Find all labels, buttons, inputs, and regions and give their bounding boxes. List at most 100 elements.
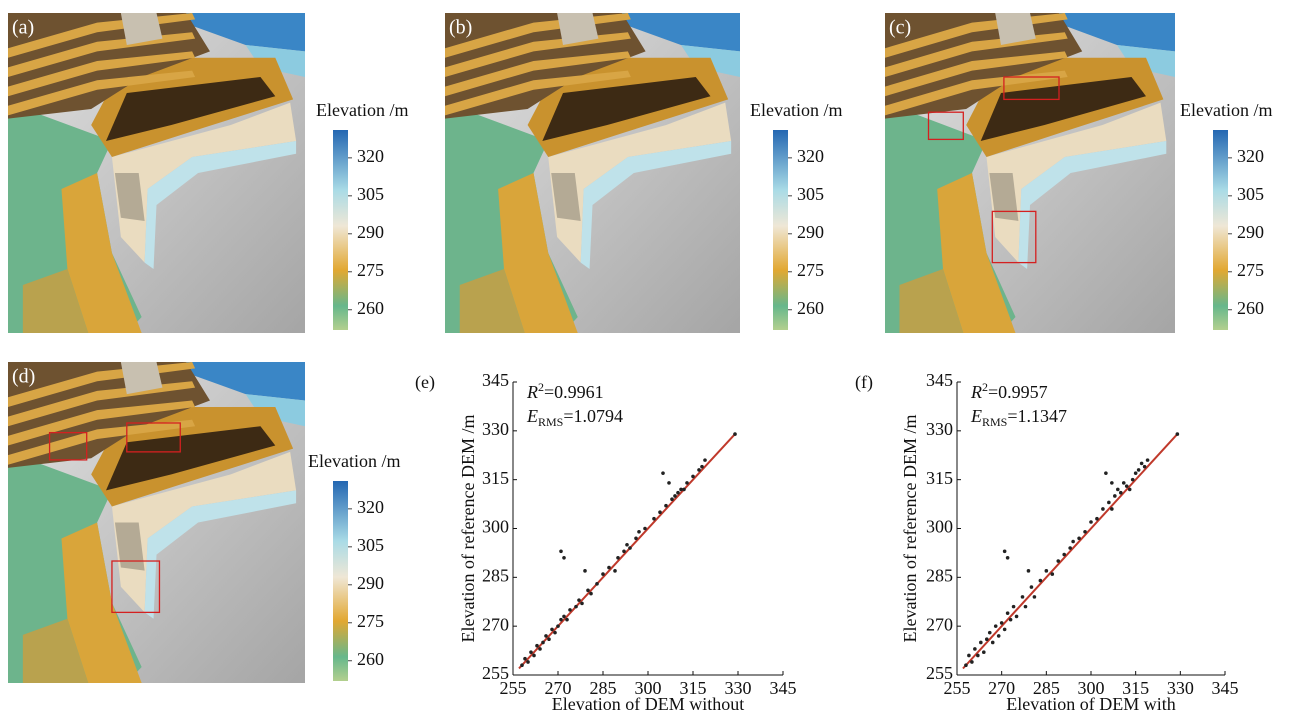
- point: [1104, 471, 1108, 475]
- point: [1026, 569, 1031, 573]
- colorbar-tick-label: 320: [357, 497, 384, 517]
- point: [1130, 477, 1135, 482]
- point: [1133, 471, 1138, 475]
- stat: R2=0.9957: [970, 380, 1048, 402]
- point: [1095, 516, 1099, 521]
- point: [586, 588, 590, 593]
- x-axis-label: Elevation of DEM with: [1006, 694, 1175, 714]
- point: [964, 663, 968, 668]
- point: [682, 487, 686, 492]
- colorbar-tick-label: 305: [357, 535, 384, 555]
- terrain: [937, 173, 1016, 333]
- point: [643, 526, 647, 531]
- point: [700, 464, 704, 469]
- highlight-box: [927, 111, 964, 141]
- x-axis-label: Elevation of DEM without: [552, 694, 744, 714]
- point: [1008, 617, 1013, 622]
- colorbar-tick-label: 320: [357, 146, 384, 166]
- point: [544, 634, 548, 638]
- point: [568, 608, 572, 612]
- x-tick-label: 270: [988, 678, 1015, 698]
- point: [523, 656, 527, 661]
- y-tick-label: 255: [482, 663, 509, 683]
- colorbar-tick-label: 260: [797, 298, 824, 318]
- point: [993, 624, 998, 628]
- y-tick-label: 255: [926, 663, 953, 683]
- stat-symbol: R: [970, 382, 982, 402]
- x-tick-label: 270: [545, 678, 572, 698]
- terrain: [106, 77, 276, 141]
- terrain: [899, 269, 964, 333]
- point: [664, 503, 668, 508]
- terrain: [144, 141, 297, 269]
- stat-symbol: E: [970, 406, 982, 426]
- point: [1139, 461, 1144, 466]
- panel-label: (e): [415, 372, 435, 393]
- point: [1002, 549, 1007, 554]
- point: [1038, 578, 1043, 583]
- colorbar-tick-label: 260: [357, 649, 384, 669]
- stat-text: =1.0794: [563, 406, 623, 426]
- terrain: [445, 51, 631, 97]
- point: [625, 542, 629, 547]
- x-tick-label: 300: [1078, 678, 1105, 698]
- y-tick-label: 345: [482, 370, 509, 390]
- x-tick-label: 345: [1212, 678, 1239, 698]
- point: [1127, 487, 1132, 492]
- point: [676, 490, 680, 495]
- terrain: [8, 32, 196, 77]
- y-tick-label: 315: [926, 468, 953, 488]
- point: [1110, 507, 1114, 511]
- point: [577, 598, 581, 602]
- panel-label: (b): [449, 17, 472, 39]
- fit-line: [518, 433, 736, 670]
- terrain: [1059, 13, 1175, 52]
- point: [691, 474, 695, 479]
- terrain: [445, 70, 631, 116]
- point: [1089, 520, 1093, 524]
- point: [622, 549, 626, 554]
- terrain: [542, 77, 711, 141]
- point: [697, 468, 701, 472]
- point: [547, 637, 551, 641]
- x-axis-label: post-processing filtering /m: [549, 712, 748, 714]
- point: [1044, 569, 1049, 573]
- point: [685, 481, 689, 485]
- terrain: [8, 381, 196, 427]
- terrain: [989, 173, 1019, 221]
- terrain: [186, 13, 305, 52]
- point: [520, 663, 524, 668]
- point: [595, 582, 599, 586]
- point: [574, 604, 578, 609]
- terrain: [551, 173, 581, 221]
- highlight-box: [126, 422, 181, 453]
- point: [1011, 604, 1016, 609]
- panel-label: (a): [12, 17, 34, 39]
- colorbar: [333, 130, 348, 330]
- terrain: [995, 13, 1036, 45]
- colorbar-tick-label: 275: [357, 260, 384, 280]
- point: [1023, 604, 1028, 609]
- point: [583, 569, 587, 573]
- colorbar: [333, 481, 348, 681]
- colorbar-tick-label: 305: [1237, 184, 1264, 204]
- point: [1002, 627, 1007, 632]
- x-axis-label: post-processing filtering /m: [992, 712, 1191, 714]
- colorbar-tick-label: 290: [357, 573, 384, 593]
- point: [970, 660, 974, 664]
- stat-subscript: RMS: [538, 415, 563, 429]
- stat: ERMS=1.0794: [526, 406, 623, 429]
- point: [1118, 490, 1123, 495]
- stat-text: =0.9961: [544, 382, 604, 402]
- colorbar-tick-label: 320: [1237, 146, 1264, 166]
- x-tick-label: 300: [635, 678, 662, 698]
- colorbar-tick-label: 275: [797, 260, 824, 280]
- x-tick-label: 255: [500, 678, 527, 698]
- point: [613, 569, 617, 573]
- terrain: [1018, 141, 1167, 269]
- stat: ERMS=1.1347: [970, 406, 1067, 429]
- x-tick-label: 285: [1033, 678, 1060, 698]
- y-tick-label: 270: [926, 614, 953, 634]
- x-tick-label: 345: [770, 678, 797, 698]
- point: [1113, 494, 1117, 498]
